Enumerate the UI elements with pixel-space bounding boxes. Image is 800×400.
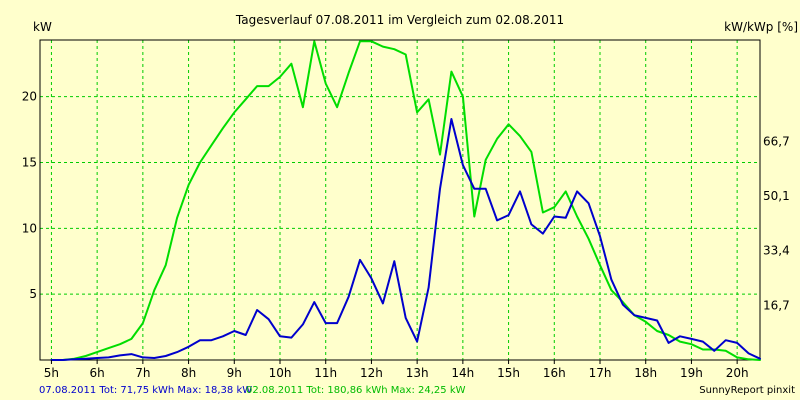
x-tick-label: 15h	[497, 366, 520, 380]
series-line-02-08-2011	[50, 40, 761, 361]
x-tick-label: 11h	[314, 366, 337, 380]
x-tick-label: 10h	[269, 366, 292, 380]
y-tick-label-right: 50,1	[763, 189, 790, 203]
grid	[40, 40, 760, 360]
y-tick-label-right: 66,7	[763, 134, 790, 148]
x-tick-label: 17h	[589, 366, 612, 380]
legend-series-1: 07.08.2011 Tot: 71,75 kWh Max: 18,38 kW	[39, 385, 252, 396]
x-tick-label: 5h	[44, 366, 59, 380]
y-axis-label-right: kW/kWp [%]	[724, 20, 798, 34]
x-tick-label: 9h	[227, 366, 242, 380]
x-tick-label: 8h	[181, 366, 196, 380]
y-tick-label-left: 5	[29, 287, 37, 301]
x-tick-label: 6h	[90, 366, 105, 380]
x-tick-label: 20h	[726, 366, 749, 380]
series-layer	[50, 40, 761, 361]
y-tick-label-right: 33,4	[763, 244, 790, 258]
y-tick-label-left: 20	[22, 90, 37, 104]
x-tick-label: 14h	[451, 366, 474, 380]
x-tick-label: 18h	[634, 366, 657, 380]
plot-frame	[39, 39, 761, 361]
x-tick-label: 19h	[680, 366, 703, 380]
y-tick-label-left: 10	[22, 221, 37, 235]
x-tick-label: 7h	[135, 366, 150, 380]
series-line-07-08-2011	[50, 118, 761, 361]
x-tick-label: 12h	[360, 366, 383, 380]
ticks: 5h 6h 7h 8h 9h 10h 11h 12h 13h 14h 15h 16h 17h 18h 19h…	[22, 90, 790, 380]
x-tick-label: 16h	[543, 366, 566, 380]
y-tick-label-right: 16,7	[763, 298, 790, 312]
y-tick-label-left: 15	[22, 155, 37, 169]
chart-title: Tagesverlauf 07.08.2011 im Vergleich zum…	[235, 13, 564, 27]
x-tick-label: 13h	[406, 366, 429, 380]
y-axis-label-left: kW	[33, 20, 52, 34]
legend-series-2: 02.08.2011 Tot: 180,86 kWh Max: 24,25 kW	[246, 385, 466, 396]
watermark: SunnyReport pinxit	[699, 385, 795, 396]
